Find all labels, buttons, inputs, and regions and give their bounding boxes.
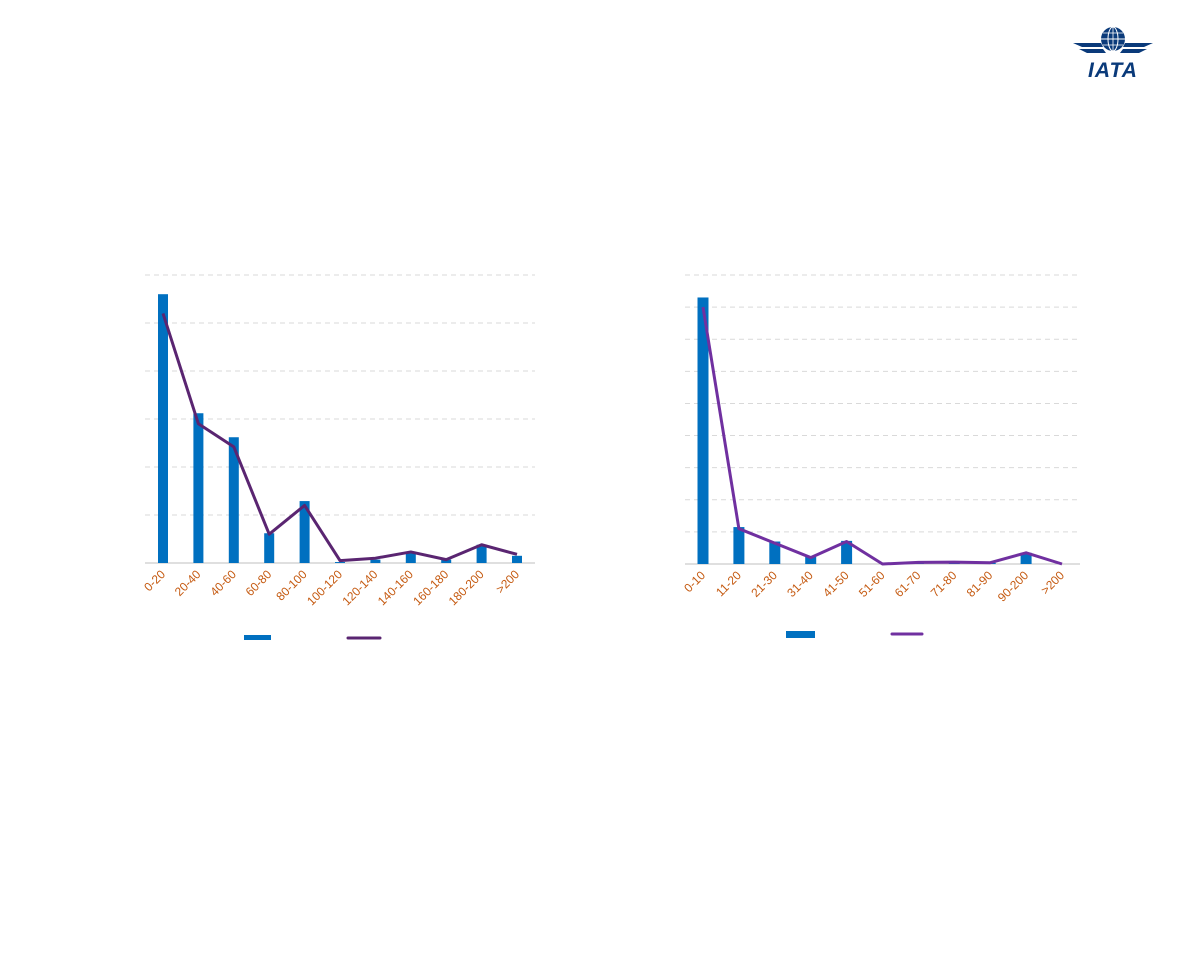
globe-wings-icon: IATA <box>1073 26 1153 82</box>
x-tick-label: 51-60 <box>856 568 888 600</box>
bar-160-180 <box>441 559 452 563</box>
x-tick-label: 20-40 <box>172 567 204 599</box>
bar-60-80 <box>264 533 275 563</box>
x-tick-label: 0-10 <box>681 568 708 595</box>
bar-40-60 <box>228 437 239 563</box>
chart-left: 0-20 20-40 40-60 60-80 80-100100-120120-1401… <box>141 274 535 640</box>
x-tick-label: 0-20 <box>141 567 168 594</box>
bar-120-140 <box>370 559 381 563</box>
x-tick-label: 140-160 <box>375 567 416 608</box>
x-tick-label: 40-60 <box>207 567 239 599</box>
bar-21-30 <box>769 541 781 564</box>
iata-logo-text: IATA <box>1088 59 1138 82</box>
series-line <box>701 306 1063 566</box>
iata-logo: IATA <box>1070 22 1156 82</box>
x-tick-label: 160-180 <box>410 567 451 608</box>
bar-100-120 <box>335 562 345 563</box>
chart-right: 0-10 11-20 21-30 31-40 41-50 51-60 61-70 71-80 8… <box>681 274 1080 638</box>
bar-31-40 <box>805 556 817 564</box>
bar-90-200 <box>1020 552 1032 564</box>
bar-0-10 <box>697 297 709 564</box>
x-tick-label: 90-200 <box>995 568 1032 605</box>
x-tick-label: 41-50 <box>820 568 852 600</box>
x-tick-label: 11-20 <box>713 568 744 599</box>
bar->200 <box>512 555 522 563</box>
bar-80-100 <box>299 501 310 563</box>
x-tick-label: >200 <box>1038 568 1067 597</box>
x-tick-label: 60-80 <box>243 567 275 599</box>
x-tick-label: 71-80 <box>928 568 960 600</box>
bar-0-20 <box>158 294 168 563</box>
legend-bar-key <box>244 635 271 640</box>
series-line <box>161 312 518 563</box>
x-tick-label: 180-200 <box>446 567 487 608</box>
bar-20-40 <box>193 413 204 563</box>
x-tick-label: 31-40 <box>784 568 816 600</box>
bar-180-200 <box>476 544 487 563</box>
x-tick-label: >200 <box>493 567 522 596</box>
bar-11-20 <box>733 527 745 564</box>
legend-bar-key <box>786 631 815 638</box>
bar-41-50 <box>841 540 853 564</box>
x-tick-label: 81-90 <box>964 568 996 600</box>
x-tick-label: 120-140 <box>339 567 380 608</box>
x-tick-label: 21-30 <box>748 568 780 600</box>
bar-140-160 <box>405 552 416 563</box>
x-tick-label: 100-120 <box>304 567 345 608</box>
x-tick-label: 61-70 <box>892 568 924 600</box>
